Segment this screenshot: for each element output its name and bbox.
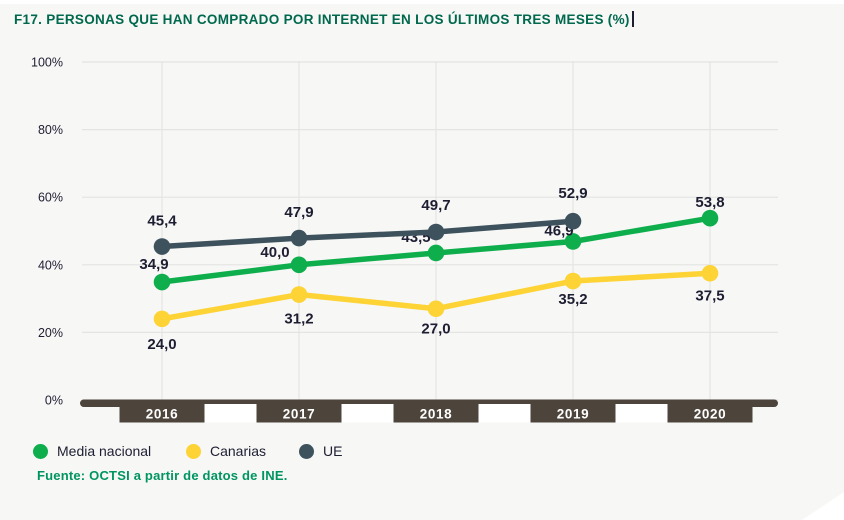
data-point-label: 49,7 bbox=[421, 197, 450, 214]
legend-item-media-nacional: Media nacional bbox=[33, 443, 151, 459]
y-axis-tick-label: 20% bbox=[38, 326, 63, 340]
data-point-media-nacional bbox=[153, 273, 171, 291]
data-point-label: 31,2 bbox=[284, 311, 313, 328]
y-axis-tick-label: 80% bbox=[38, 123, 63, 137]
year-box bbox=[119, 404, 205, 423]
line-chart: 0% 20% 40% 60% 80% 100% 2016 2017 2018 2019 2020 34… bbox=[31, 56, 778, 423]
legend-label: Media nacional bbox=[57, 443, 152, 459]
data-point-label: 34,9 bbox=[139, 256, 168, 273]
data-point-label: 53,8 bbox=[695, 194, 724, 211]
page-corner-fold bbox=[802, 492, 844, 520]
legend-swatch-canarias-icon bbox=[186, 443, 201, 459]
year-label: 2019 bbox=[557, 407, 589, 422]
data-point-media-nacional bbox=[701, 209, 719, 227]
text-cursor bbox=[631, 11, 634, 27]
data-point-ue bbox=[427, 223, 445, 241]
legend-item-ue: UE bbox=[299, 443, 342, 459]
data-point-canarias bbox=[153, 310, 171, 328]
data-point-label: 24,0 bbox=[147, 336, 176, 353]
page-top-strip bbox=[0, 0, 844, 4]
year-box bbox=[667, 404, 753, 423]
data-point-media-nacional bbox=[290, 256, 308, 274]
data-point-ue bbox=[564, 212, 582, 230]
legend-label: Canarias bbox=[210, 443, 267, 459]
legend-item-canarias: Canarias bbox=[186, 443, 266, 459]
data-point-label: 37,5 bbox=[695, 287, 724, 304]
source-note: Fuente: OCTSI a partir de datos de INE. bbox=[37, 468, 288, 483]
chart-legend: Media nacional Canarias UE bbox=[0, 443, 844, 461]
data-point-label: 27,0 bbox=[421, 321, 450, 338]
data-point-label: 46,9 bbox=[544, 222, 573, 239]
series-line-ue bbox=[159, 218, 576, 250]
year-box bbox=[393, 404, 479, 423]
data-point-label: 52,9 bbox=[558, 185, 587, 202]
data-point-media-nacional bbox=[427, 244, 445, 262]
data-point-label: 40,0 bbox=[260, 244, 289, 261]
data-point-canarias bbox=[701, 264, 719, 282]
data-point-ue bbox=[290, 229, 308, 247]
data-point-ue bbox=[153, 238, 171, 255]
year-label: 2018 bbox=[420, 407, 452, 422]
year-box bbox=[256, 404, 342, 423]
legend-label: UE bbox=[323, 443, 343, 459]
chart-title[interactable]: F17. PERSONAS QUE HAN COMPRADO POR INTER… bbox=[14, 11, 630, 27]
year-box bbox=[530, 404, 616, 423]
year-label: 2016 bbox=[146, 407, 178, 422]
legend-swatch-media-nacional-icon bbox=[33, 443, 48, 459]
data-point-media-nacional bbox=[564, 233, 582, 250]
data-point-canarias bbox=[427, 300, 445, 318]
data-point-label: 47,9 bbox=[284, 204, 313, 221]
year-label: 2020 bbox=[694, 407, 726, 422]
chart-header: F17. PERSONAS QUE HAN COMPRADO POR INTER… bbox=[14, 11, 634, 27]
data-point-label: 45,4 bbox=[147, 213, 177, 230]
y-axis-tick-label: 40% bbox=[38, 258, 63, 272]
year-label: 2017 bbox=[283, 407, 315, 422]
data-point-canarias bbox=[564, 272, 582, 290]
y-axis-tick-label: 100% bbox=[31, 56, 63, 70]
y-axis-tick-label: 60% bbox=[38, 191, 63, 205]
data-point-canarias bbox=[290, 286, 308, 303]
legend-swatch-ue-icon bbox=[299, 443, 314, 459]
data-point-label: 35,2 bbox=[558, 291, 587, 308]
y-axis-tick-label: 0% bbox=[45, 394, 63, 408]
